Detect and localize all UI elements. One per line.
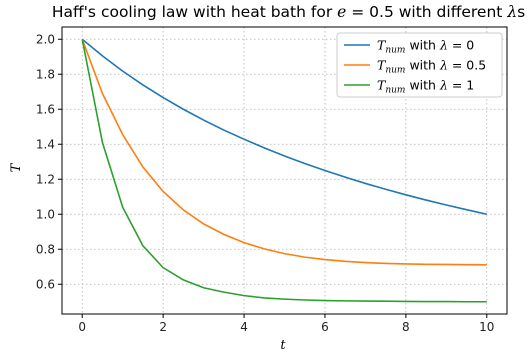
legend: Tnum with λ = 0 Tnum with λ = 0.5 Tnum wit… <box>336 32 503 98</box>
x-axis-label: t <box>280 338 286 353</box>
y-tick-label: 1.0 <box>36 207 55 221</box>
series-line-2 <box>81 38 487 266</box>
y-tick-label: 0.6 <box>36 277 55 291</box>
legend-label: Tnum with λ = 1 <box>377 78 474 96</box>
x-tick-label: 2 <box>159 320 167 334</box>
plot-area-frame <box>61 26 508 315</box>
x-tick-label: 0 <box>78 320 86 334</box>
series-line-3 <box>81 39 487 303</box>
y-tick-label: 1.2 <box>36 172 55 186</box>
x-tick-label: 4 <box>240 320 248 334</box>
y-tick-label: 1.8 <box>36 67 55 81</box>
y-tick-label: 0.8 <box>36 242 55 256</box>
y-tick-label: 1.4 <box>36 137 55 151</box>
series-lines <box>81 38 487 303</box>
x-tick-label: 8 <box>402 320 410 334</box>
legend-box <box>336 32 503 98</box>
axis-ticks: 0 2 4 6 8 10 0.6 0.8 1.0 1.2 1.4 1.6 1.8 2.0 <box>36 32 495 334</box>
y-tick-label: 2.0 <box>36 32 55 46</box>
series-line-1 <box>81 38 487 216</box>
x-tick-label: 10 <box>479 320 494 334</box>
chart-title: Haff's cooling law with heat bath for e … <box>52 3 527 21</box>
legend-label: Tnum with λ = 0 <box>377 38 474 56</box>
y-tick-label: 1.6 <box>36 102 55 116</box>
x-tick-label: 6 <box>321 320 329 334</box>
legend-label: Tnum with λ = 0.5 <box>377 58 486 76</box>
y-axis-label: T <box>9 162 24 172</box>
